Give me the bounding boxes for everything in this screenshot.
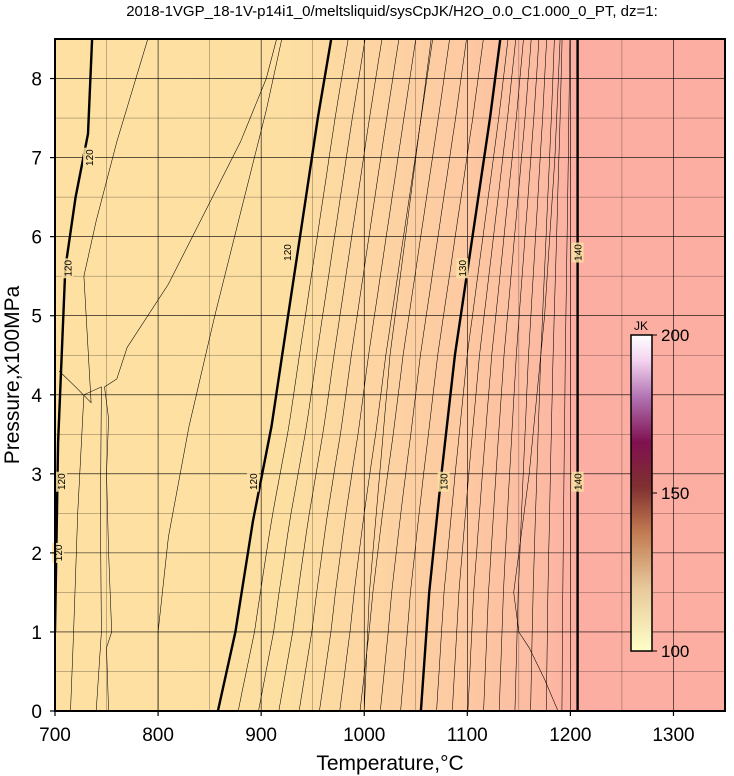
- x-axis-label: Temperature,°C: [316, 752, 463, 775]
- minor-contour-line: [70, 386, 102, 711]
- contour-label-text: 120: [57, 473, 68, 490]
- minor-contour-line: [436, 39, 509, 711]
- contour-label-text: 120: [54, 544, 65, 561]
- minor-contour-line: [514, 39, 547, 711]
- minor-contour-line: [546, 39, 563, 711]
- contour-label: 140: [571, 471, 585, 492]
- colorbar-tick-label: 100: [661, 642, 689, 661]
- contour-label: 120: [61, 258, 74, 279]
- y-axis-ticks: 0 1 2 3 4 5 6 7 8: [31, 70, 55, 723]
- x-tick-label: 1000: [343, 725, 385, 746]
- minor-contour-line: [319, 39, 417, 711]
- minor-contour-line: [400, 39, 484, 711]
- minor-contour-line: [278, 39, 383, 711]
- contour-label-text: 120: [63, 260, 74, 277]
- minor-contour-line: [237, 39, 349, 711]
- y-tick-label: 1: [31, 623, 42, 644]
- contour-label: 120: [55, 471, 68, 492]
- major-contour-120: [216, 39, 333, 711]
- chart-title: 2018-1VGP_18-1V-p14i1_0/meltsliquid/sysC…: [126, 3, 658, 20]
- colorbar-tick-label: 200: [661, 326, 689, 345]
- minor-contour-line: [561, 39, 571, 711]
- x-tick-label: 1100: [447, 725, 488, 746]
- y-tick-label: 3: [31, 465, 42, 486]
- contour-label-text: 140: [574, 473, 585, 490]
- minor-contour-line: [380, 39, 467, 711]
- plot-frame: [54, 38, 726, 712]
- contour-label-text: 120: [283, 244, 294, 261]
- contour-label-text: 130: [458, 260, 469, 277]
- minor-contour-line: [258, 39, 366, 711]
- y-tick-label: 6: [31, 228, 42, 249]
- minor-contours: [58, 39, 571, 711]
- x-tick-label: 900: [245, 725, 277, 746]
- plot-field: [55, 39, 725, 711]
- minor-contour-line: [157, 39, 283, 711]
- contour-label-text: 140: [574, 244, 585, 261]
- contour-label: 120: [83, 147, 96, 168]
- minor-contour-line: [513, 39, 561, 711]
- y-tick-label: 2: [31, 544, 42, 565]
- contour-label: 120: [280, 242, 294, 263]
- y-tick-label: 7: [31, 149, 42, 170]
- minor-contour-line: [483, 39, 532, 711]
- colorbar-unit: JK: [634, 319, 648, 333]
- contour-label-text: 130: [440, 473, 451, 490]
- minor-contour-line: [359, 39, 450, 711]
- minor-contour-line: [363, 39, 432, 711]
- y-axis-label: Pressure,x100MPa: [1, 285, 24, 464]
- colorbar-scale: [630, 334, 653, 652]
- y-tick-label: 0: [31, 702, 42, 723]
- colorbar: JK 100 150 200: [630, 319, 689, 661]
- minor-contour-line: [339, 39, 433, 711]
- x-axis-ticks: 700 800 900 1000 1100 1200 1300: [39, 711, 695, 746]
- colorbar-tick-label: 150: [661, 484, 689, 503]
- y-tick-label: 5: [31, 307, 42, 328]
- major-contour-130: [419, 39, 502, 711]
- minor-contour-line: [58, 39, 149, 404]
- colorbar-ticks: 100 150 200: [652, 326, 689, 661]
- contour-label: 130: [456, 258, 469, 279]
- minor-contour-line: [104, 39, 277, 711]
- minor-contour-line: [452, 39, 517, 711]
- y-tick-label: 4: [31, 386, 42, 407]
- minor-contour-line: [298, 39, 400, 711]
- contour-label-text: 120: [249, 473, 260, 490]
- major-contours: [55, 39, 579, 711]
- minor-contour-line: [530, 39, 555, 711]
- contour-label-text: 120: [85, 149, 96, 166]
- y-tick-label: 8: [31, 70, 42, 91]
- contour-label: 120: [246, 471, 260, 492]
- x-tick-label: 800: [142, 725, 174, 746]
- x-tick-label: 700: [39, 725, 71, 746]
- contour-label: 140: [571, 242, 585, 263]
- x-tick-label: 1200: [549, 725, 591, 746]
- minor-contour-line: [467, 39, 524, 711]
- contour-label: 130: [437, 471, 451, 492]
- x-tick-label: 1300: [652, 725, 694, 746]
- minor-contour-line: [499, 39, 540, 711]
